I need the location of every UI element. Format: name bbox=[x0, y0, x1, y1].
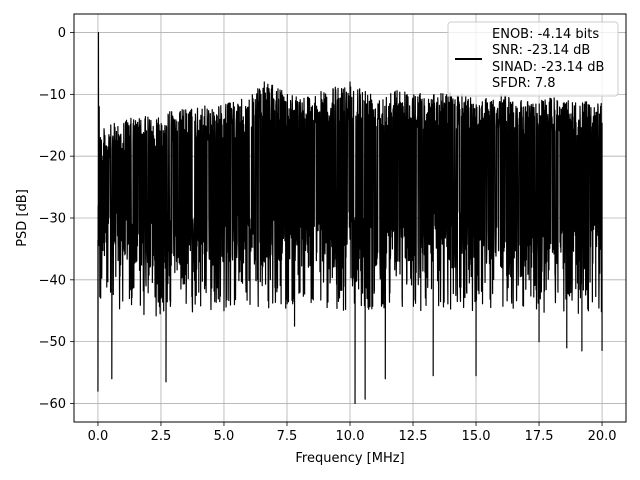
y-tick-label: −10 bbox=[39, 88, 66, 103]
x-axis-title: Frequency [MHz] bbox=[295, 451, 404, 466]
y-tick-label: −40 bbox=[39, 273, 66, 288]
y-tick-label: −60 bbox=[39, 397, 66, 412]
y-axis-title: PSD [dB] bbox=[15, 189, 30, 247]
x-tick-label: 2.5 bbox=[151, 429, 172, 444]
y-tick-label: 0 bbox=[58, 26, 66, 41]
data-layer bbox=[97, 31, 603, 405]
x-tick-label: 12.5 bbox=[399, 429, 428, 444]
legend-entry-sfdr: SFDR: 7.8 bbox=[492, 76, 556, 91]
psd-series-line bbox=[97, 31, 603, 405]
x-tick-label: 17.5 bbox=[525, 429, 554, 444]
x-tick-label: 5.0 bbox=[214, 429, 235, 444]
y-axis: 0 −10 −20 −30 −40 −50 −60 bbox=[39, 26, 74, 412]
y-tick-label: −20 bbox=[39, 150, 66, 165]
legend-entry-enob: ENOB: -4.14 bits bbox=[492, 27, 599, 42]
x-tick-label: 15.0 bbox=[462, 429, 491, 444]
legend: ENOB: -4.14 bits SNR: -23.14 dB SINAD: -… bbox=[447, 21, 619, 97]
y-tick-label: −50 bbox=[39, 335, 66, 350]
x-axis: 0.0 2.5 5.0 7.5 10.0 12.5 15.0 17.5 20.0 bbox=[88, 422, 617, 444]
legend-box bbox=[447, 21, 619, 97]
legend-entry-snr: SNR: -23.14 dB bbox=[492, 43, 590, 58]
legend-entry-sinad: SINAD: -23.14 dB bbox=[492, 60, 604, 75]
x-tick-label: 7.5 bbox=[277, 429, 298, 444]
x-tick-label: 20.0 bbox=[588, 429, 617, 444]
x-tick-label: 10.0 bbox=[336, 429, 365, 444]
x-tick-label: 0.0 bbox=[88, 429, 109, 444]
y-tick-label: −30 bbox=[39, 212, 66, 227]
